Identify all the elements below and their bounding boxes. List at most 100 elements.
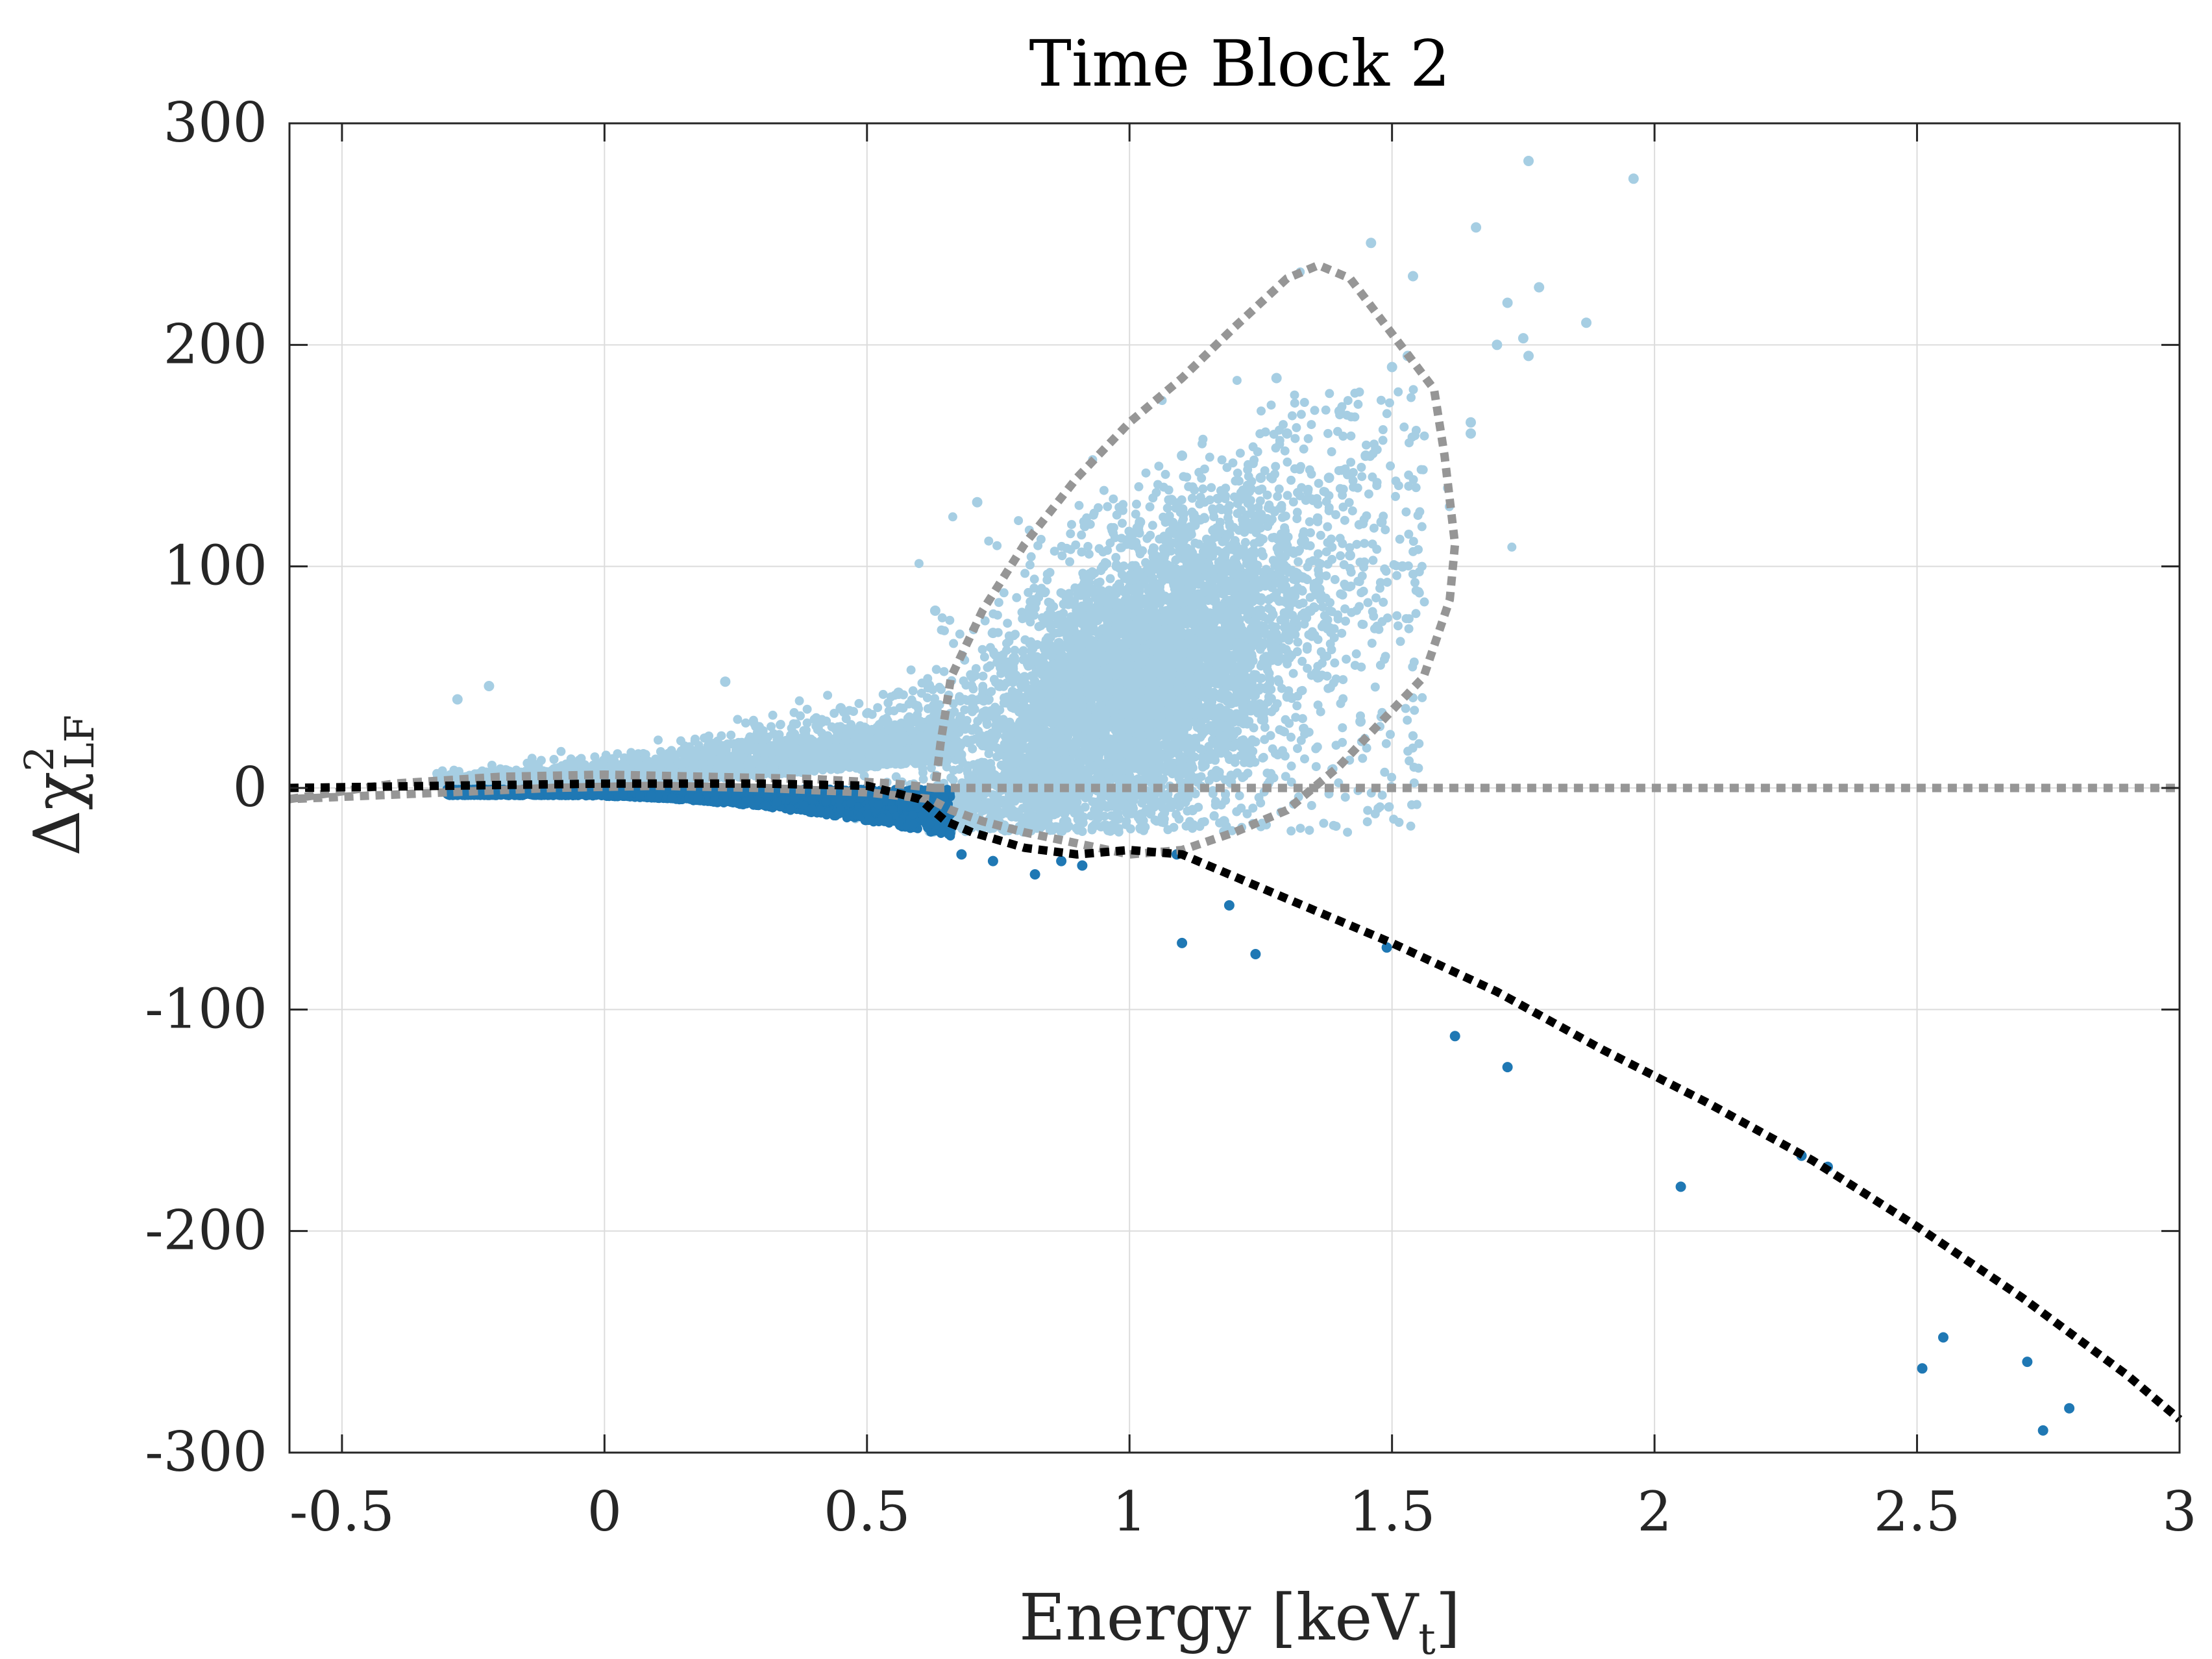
- accepted-event-point: [709, 739, 719, 748]
- accepted-event-point: [826, 765, 836, 774]
- accepted-event-point: [992, 541, 1002, 550]
- accepted-event-point: [1283, 457, 1292, 467]
- accepted-event-point: [809, 756, 819, 766]
- accepted-event-point: [757, 741, 767, 751]
- accepted-event-point: [917, 722, 927, 731]
- accepted-event-point: [1321, 547, 1331, 557]
- accepted-event-point: [715, 754, 725, 763]
- accepted-event-point: [806, 765, 816, 775]
- accepted-event-point: [949, 639, 959, 648]
- accepted-event-point: [780, 755, 789, 765]
- accepted-event-point: [858, 730, 868, 740]
- accepted-event-point: [1299, 444, 1309, 454]
- accepted-event-point: [1330, 658, 1340, 668]
- accepted-event-point: [1154, 461, 1164, 471]
- accepted-event-point: [1266, 400, 1276, 410]
- accepted-event-point: [1198, 434, 1208, 444]
- accepted-event-point: [878, 689, 888, 699]
- accepted-event-point: [826, 747, 836, 757]
- accepted-event-point: [768, 710, 778, 720]
- accepted-event-point: [1307, 627, 1317, 637]
- accepted-event-point: [794, 696, 804, 706]
- accepted-event-point: [1012, 593, 1022, 602]
- accepted-event-point: [1141, 468, 1151, 478]
- accepted-event-point: [994, 598, 1003, 608]
- accepted-event-point: [1419, 597, 1429, 607]
- accepted-event-point: [788, 756, 798, 766]
- scatter-cloud: [432, 267, 1517, 841]
- accepted-event-point: [854, 698, 864, 708]
- accepted-event-point: [1014, 516, 1024, 526]
- accepted-event-point: [1507, 542, 1517, 552]
- accepted-event-point: [1190, 485, 1199, 495]
- accepted-event-point: [733, 715, 743, 724]
- accepted-event-point: [1118, 519, 1127, 528]
- accepted-event-point: [1148, 521, 1157, 530]
- accepted-event-point: [767, 722, 776, 731]
- accepted-event-point: [873, 703, 883, 713]
- accepted-event-point: [741, 718, 750, 728]
- accepted-event-point: [818, 765, 828, 775]
- accepted-event-point: [556, 746, 566, 756]
- accepted-event-point: [886, 726, 896, 736]
- accepted-event-point: [863, 707, 873, 717]
- accepted-event-point: [831, 735, 841, 745]
- accepted-event-point: [929, 700, 939, 709]
- accepted-event-point: [590, 752, 600, 762]
- accepted-event-point: [910, 744, 920, 754]
- accepted-event-point: [839, 759, 849, 769]
- accepted-event-point: [827, 756, 837, 765]
- accepted-event-point: [1029, 574, 1039, 584]
- accepted-event-point: [865, 733, 874, 743]
- accepted-event-point: [849, 707, 858, 717]
- accepted-event-point: [536, 756, 546, 765]
- accepted-event-point: [717, 731, 726, 741]
- accepted-event-point: [1003, 619, 1013, 628]
- accepted-event-point: [726, 765, 736, 774]
- accepted-event-point: [916, 689, 926, 698]
- accepted-event-point: [663, 748, 673, 758]
- accepted-event-point: [813, 725, 822, 735]
- accepted-event-point: [935, 682, 944, 692]
- accepted-event-point: [726, 730, 736, 740]
- accepted-event-point: [886, 692, 896, 702]
- accepted-event-point: [844, 724, 854, 734]
- accepted-event-point: [1336, 551, 1346, 561]
- accepted-event-point: [700, 733, 709, 743]
- accepted-event-point: [827, 722, 837, 731]
- accepted-event-point: [780, 765, 789, 775]
- accepted-event-point: [665, 761, 675, 770]
- accepted-event-point: [1293, 744, 1302, 754]
- accepted-event-point: [718, 744, 727, 754]
- accepted-event-point: [1066, 529, 1075, 539]
- accepted-event-point: [776, 744, 785, 754]
- accepted-event-point: [1294, 557, 1303, 567]
- accepted-event-point: [809, 715, 819, 724]
- accepted-event-point: [889, 706, 899, 716]
- accepted-event-point: [885, 759, 895, 768]
- accepted-event-point: [898, 704, 908, 713]
- accepted-event-point: [948, 512, 957, 522]
- accepted-event-point: [789, 719, 798, 729]
- accepted-event-point: [690, 751, 700, 761]
- accepted-event-point: [841, 735, 851, 745]
- accepted-event-point: [789, 707, 799, 717]
- accepted-event-point: [522, 758, 532, 768]
- accepted-event-point: [808, 736, 818, 746]
- accepted-event-point: [768, 729, 778, 739]
- accepted-event-point: [604, 762, 614, 772]
- accepted-event-point: [1342, 654, 1351, 664]
- accepted-event-point: [642, 757, 652, 767]
- accepted-event-point: [1391, 491, 1400, 501]
- accepted-event-point: [690, 734, 700, 744]
- accepted-event-point: [759, 754, 769, 764]
- accepted-event-point: [877, 718, 887, 728]
- accepted-event-point: [1111, 552, 1121, 562]
- accepted-event-point: [966, 670, 976, 680]
- accepted-event-point: [908, 686, 918, 696]
- accepted-event-point: [1277, 683, 1286, 693]
- accepted-event-point: [1077, 530, 1087, 540]
- accepted-event-point: [898, 733, 908, 743]
- accepted-event-point: [1134, 482, 1144, 491]
